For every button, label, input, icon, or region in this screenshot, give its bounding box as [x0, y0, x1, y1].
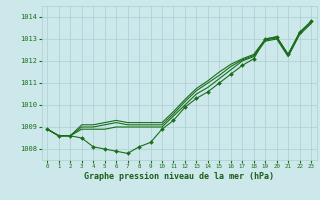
- X-axis label: Graphe pression niveau de la mer (hPa): Graphe pression niveau de la mer (hPa): [84, 172, 274, 181]
